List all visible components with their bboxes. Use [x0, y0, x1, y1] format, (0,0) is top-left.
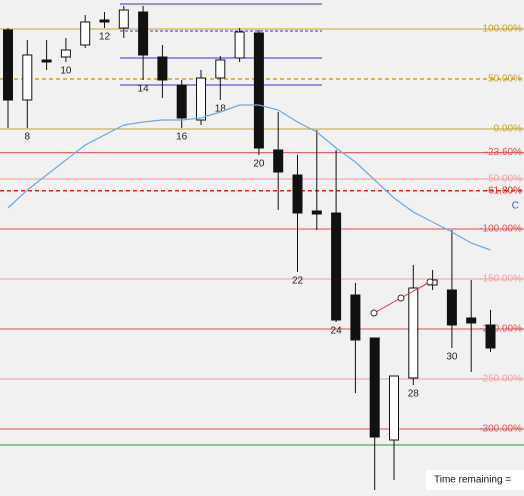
trend-point	[397, 294, 405, 302]
candle-body	[22, 54, 33, 101]
range-lines	[120, 3, 322, 86]
x-label: 8	[25, 132, 31, 143]
candle-body	[157, 56, 168, 81]
candle-body	[446, 289, 457, 326]
candle-body	[60, 49, 71, 58]
trend-point	[370, 309, 378, 317]
level-label: 50.00%	[488, 74, 522, 85]
candle-body	[485, 324, 496, 349]
level-label: 100.00%	[483, 24, 523, 35]
candle-body	[215, 59, 226, 79]
candle-body	[350, 294, 361, 341]
level-label: -300.00%	[479, 424, 522, 435]
x-label: 22	[292, 276, 304, 287]
candle-body	[253, 32, 264, 149]
candle-body	[234, 31, 245, 59]
level-label: -200.00%	[479, 324, 522, 335]
candle-body	[138, 11, 149, 56]
candle-body	[331, 212, 342, 321]
candle-body	[196, 77, 206, 121]
annotation: C	[512, 201, 519, 212]
candle-body	[466, 317, 477, 324]
x-label: 12	[99, 32, 111, 43]
x-label: 10	[60, 66, 72, 77]
level-label: 0.00%	[494, 124, 522, 135]
plot: 100.00% 50.00% 0.00% -23.60% -50.00%-61.80% -…	[0, 6, 524, 490]
candle-body	[80, 21, 91, 46]
candle-body	[408, 287, 419, 379]
footer-box	[426, 470, 524, 490]
level-label: -50.00%	[485, 174, 522, 185]
level-label: -23.60%	[485, 147, 522, 158]
candle-body	[41, 59, 52, 63]
x-label: 30	[446, 352, 458, 363]
candle-body	[292, 174, 303, 214]
candle-body	[99, 19, 110, 23]
candle-body	[369, 337, 380, 438]
level-label: -61.80%	[485, 185, 522, 196]
x-label: 14	[138, 84, 150, 95]
moving-average	[7, 104, 491, 251]
candle-body	[389, 375, 399, 441]
x-label: 28	[408, 389, 420, 400]
level-label: -100.00%	[479, 224, 522, 235]
trend-point	[426, 278, 434, 286]
candle-body	[118, 9, 129, 29]
candle-body	[176, 84, 187, 119]
footer-text: Time remaining =	[434, 475, 511, 486]
candle-body	[311, 210, 322, 215]
candle-body	[273, 149, 284, 173]
x-label: 24	[331, 326, 343, 337]
x-label: 20	[253, 159, 265, 170]
trend-annotation	[370, 278, 434, 317]
level-label: -150.00%	[479, 274, 522, 285]
level-label: -250.00%	[479, 374, 522, 385]
x-label: 16	[176, 132, 188, 143]
x-label: 18	[215, 104, 227, 115]
candle-body	[3, 29, 13, 101]
